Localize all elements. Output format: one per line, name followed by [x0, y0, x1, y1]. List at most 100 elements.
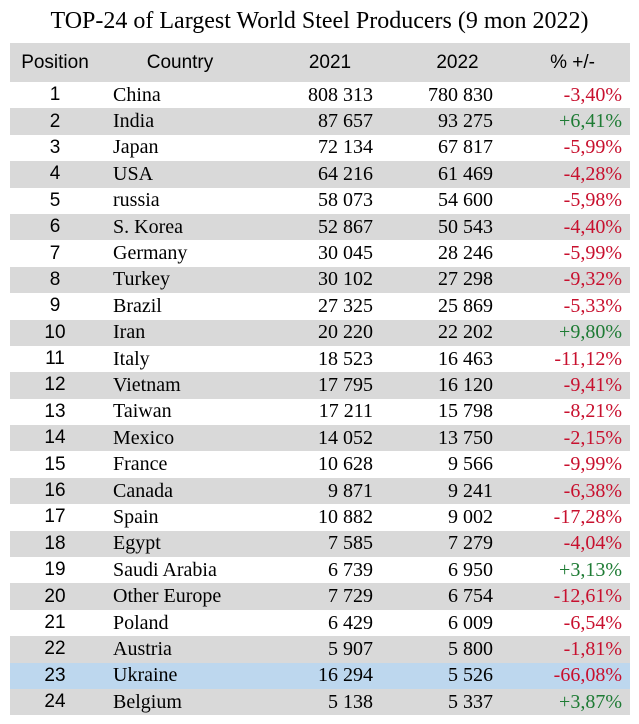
- value-2022-cell: 28 246: [438, 242, 493, 265]
- change-cell: -5,99%: [563, 242, 622, 265]
- country-cell: India: [113, 110, 155, 133]
- position-cell: 11: [45, 348, 65, 370]
- value-2022-cell: 50 543: [438, 215, 493, 238]
- table-row: 9 Brazil 27 325 25 869 -5,33%: [10, 293, 630, 319]
- position-cell: 23: [44, 664, 66, 686]
- value-2021-cell: 52 867: [318, 215, 373, 238]
- position-cell: 12: [44, 374, 66, 396]
- position-cell: 4: [49, 163, 61, 185]
- change-cell: -17,28%: [553, 505, 622, 528]
- page-title: TOP-24 of Largest World Steel Producers …: [50, 8, 589, 34]
- value-2021-cell: 808 313: [308, 83, 373, 106]
- table-row: 20 Other Europe 7 729 6 754 -12,61%: [10, 583, 630, 610]
- position-cell: 10: [44, 321, 66, 343]
- position-cell: 19: [44, 559, 66, 581]
- value-2021-cell: 9 871: [328, 479, 373, 502]
- change-cell: -9,41%: [563, 373, 622, 396]
- position-cell: 3: [49, 136, 61, 158]
- value-2021-cell: 7 729: [328, 585, 373, 608]
- change-cell: +3,13%: [559, 558, 622, 581]
- country-cell: Brazil: [113, 294, 162, 317]
- country-cell: China: [113, 83, 161, 106]
- table-body: 1 China 808 313 780 830 -3,40% 2 India 8…: [10, 82, 630, 716]
- value-2021-cell: 18 523: [318, 347, 373, 370]
- value-2022-cell: 67 817: [438, 136, 493, 159]
- change-cell: -5,98%: [563, 189, 622, 212]
- value-2022-cell: 61 469: [438, 162, 493, 185]
- country-cell: Vietnam: [113, 373, 181, 396]
- value-2021-cell: 87 657: [318, 110, 373, 133]
- column-header-2021: 2021: [260, 43, 400, 82]
- position-cell: 14: [44, 427, 66, 449]
- value-2021-cell: 7 585: [328, 532, 373, 555]
- table-row: 21 Poland 6 429 6 009 -6,54%: [10, 610, 630, 636]
- country-cell: Spain: [113, 505, 159, 528]
- value-2022-cell: 16 463: [438, 347, 493, 370]
- value-2022-cell: 25 869: [438, 294, 493, 317]
- table-row: 3 Japan 72 134 67 817 -5,99%: [10, 135, 630, 161]
- value-2022-cell: 93 275: [438, 110, 493, 133]
- change-cell: +3,87%: [559, 690, 622, 713]
- value-2022-cell: 5 526: [448, 664, 493, 687]
- value-2022-cell: 9 241: [448, 479, 493, 502]
- position-cell: 13: [44, 400, 66, 422]
- value-2021-cell: 17 795: [318, 373, 373, 396]
- value-2022-cell: 5 800: [448, 637, 493, 660]
- position-cell: 1: [49, 84, 61, 106]
- table-row: 23 Ukraine 16 294 5 526 -66,08%: [10, 662, 630, 689]
- value-2022-cell: 22 202: [438, 321, 493, 344]
- value-2022-cell: 15 798: [438, 400, 493, 423]
- change-cell: -6,38%: [563, 479, 622, 502]
- change-cell: -2,15%: [563, 426, 622, 449]
- value-2021-cell: 14 052: [318, 426, 373, 449]
- change-cell: -8,21%: [563, 400, 622, 423]
- value-2022-cell: 7 279: [448, 532, 493, 555]
- value-2022-cell: 9 566: [448, 453, 493, 476]
- country-cell: Poland: [113, 611, 169, 634]
- table-row: 24 Belgium 5 138 5 337 +3,87%: [10, 688, 630, 716]
- table-row: 10 Iran 20 220 22 202 +9,80%: [10, 319, 630, 346]
- value-2021-cell: 6 429: [328, 611, 373, 634]
- table-row: 7 Germany 30 045 28 246 -5,99%: [10, 240, 630, 266]
- country-cell: Other Europe: [113, 585, 222, 608]
- table-row: 13 Taiwan 17 211 15 798 -8,21%: [10, 399, 630, 425]
- table-row: 17 Spain 10 882 9 002 -17,28%: [10, 504, 630, 530]
- country-cell: Turkey: [113, 268, 171, 291]
- table-row: 2 India 87 657 93 275 +6,41%: [10, 108, 630, 135]
- position-cell: 22: [44, 638, 66, 660]
- column-header-country: Country: [100, 43, 260, 82]
- value-2021-cell: 64 216: [318, 162, 373, 185]
- position-cell: 17: [44, 506, 66, 528]
- value-2021-cell: 72 134: [318, 136, 373, 159]
- value-2022-cell: 13 750: [438, 426, 493, 449]
- position-cell: 7: [49, 242, 61, 264]
- value-2021-cell: 30 045: [318, 242, 373, 265]
- change-cell: -4,40%: [563, 215, 622, 238]
- value-2022-cell: 54 600: [438, 189, 493, 212]
- change-cell: -11,12%: [554, 347, 622, 370]
- table-row: 15 France 10 628 9 566 -9,99%: [10, 451, 630, 477]
- value-2022-cell: 27 298: [438, 268, 493, 291]
- change-cell: -9,32%: [563, 268, 622, 291]
- country-cell: Canada: [113, 479, 173, 502]
- position-cell: 24: [44, 691, 66, 713]
- position-cell: 15: [44, 453, 66, 475]
- country-cell: S. Korea: [113, 215, 183, 238]
- value-2022-cell: 5 337: [448, 690, 493, 713]
- country-cell: Mexico: [113, 426, 175, 449]
- table-row: 1 China 808 313 780 830 -3,40%: [10, 82, 630, 108]
- country-cell: Ukraine: [113, 664, 178, 687]
- position-cell: 5: [49, 189, 61, 211]
- table-row: 4 USA 64 216 61 469 -4,28%: [10, 161, 630, 188]
- column-header-change: % +/-: [515, 43, 630, 82]
- table-row: 11 Italy 18 523 16 463 -11,12%: [10, 346, 630, 372]
- value-2021-cell: 10 628: [318, 453, 373, 476]
- value-2021-cell: 5 907: [328, 637, 373, 660]
- position-cell: 20: [44, 585, 66, 607]
- value-2021-cell: 58 073: [318, 189, 373, 212]
- country-cell: France: [113, 453, 168, 476]
- value-2021-cell: 6 739: [328, 558, 373, 581]
- value-2021-cell: 20 220: [318, 321, 373, 344]
- value-2022-cell: 780 830: [428, 83, 493, 106]
- header-row: Position Country 2021 2022 % +/-: [10, 43, 630, 82]
